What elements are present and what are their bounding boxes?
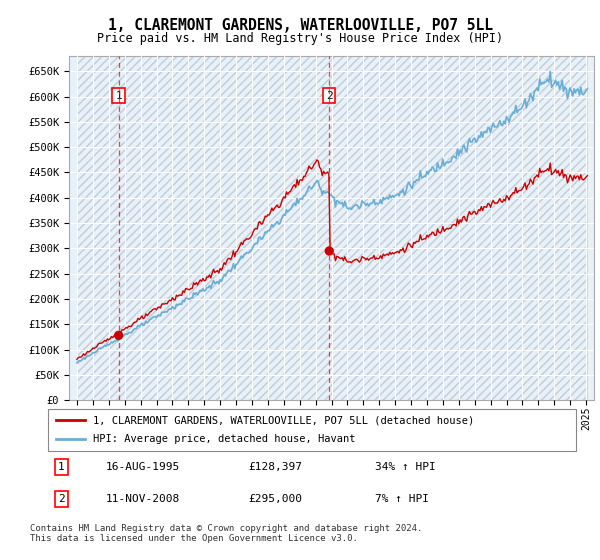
Text: 1, CLAREMONT GARDENS, WATERLOOVILLE, PO7 5LL: 1, CLAREMONT GARDENS, WATERLOOVILLE, PO7…: [107, 18, 493, 33]
Text: 1, CLAREMONT GARDENS, WATERLOOVILLE, PO7 5LL (detached house): 1, CLAREMONT GARDENS, WATERLOOVILLE, PO7…: [93, 415, 474, 425]
Text: £128,397: £128,397: [248, 462, 302, 472]
Point: [114, 331, 124, 340]
Text: 7% ↑ HPI: 7% ↑ HPI: [376, 494, 430, 504]
Text: 1: 1: [58, 462, 65, 472]
Text: 2: 2: [326, 91, 332, 101]
Text: 11-NOV-2008: 11-NOV-2008: [106, 494, 181, 504]
Text: 1: 1: [115, 91, 122, 101]
Text: HPI: Average price, detached house, Havant: HPI: Average price, detached house, Hava…: [93, 435, 355, 445]
Text: Price paid vs. HM Land Registry's House Price Index (HPI): Price paid vs. HM Land Registry's House …: [97, 32, 503, 45]
Point: [325, 246, 334, 255]
Text: 2: 2: [58, 494, 65, 504]
FancyBboxPatch shape: [48, 409, 576, 451]
Text: 16-AUG-1995: 16-AUG-1995: [106, 462, 181, 472]
Text: 34% ↑ HPI: 34% ↑ HPI: [376, 462, 436, 472]
Text: £295,000: £295,000: [248, 494, 302, 504]
Text: Contains HM Land Registry data © Crown copyright and database right 2024.
This d: Contains HM Land Registry data © Crown c…: [30, 524, 422, 543]
